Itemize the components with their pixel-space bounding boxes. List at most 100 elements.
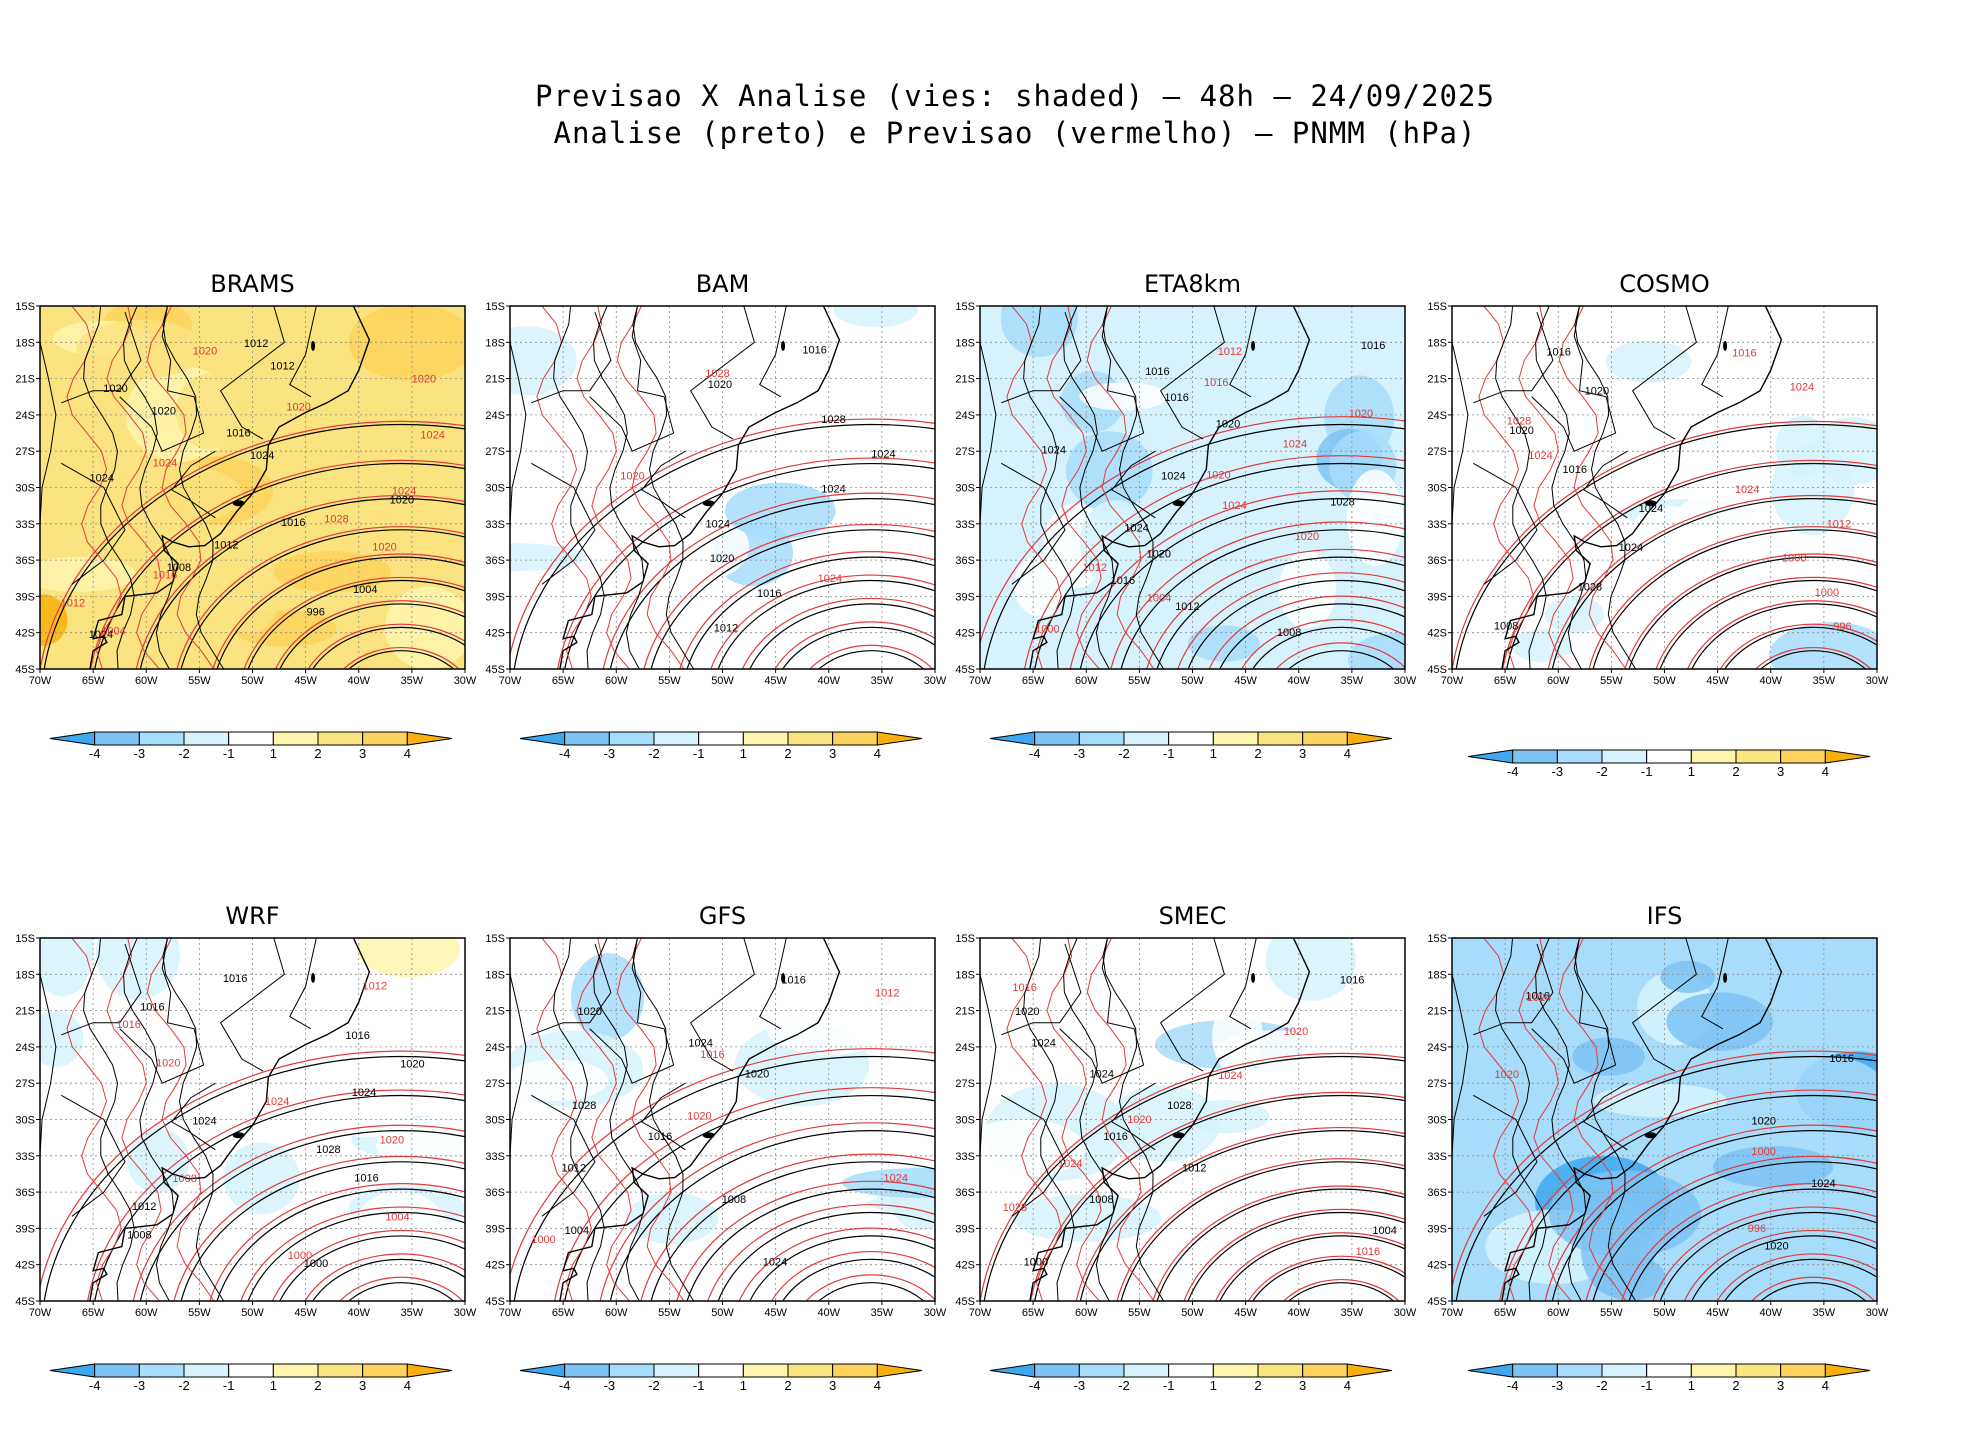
- lon-tick-label: 55W: [1128, 675, 1151, 687]
- bias-patch: [832, 306, 918, 328]
- political-border: [289, 306, 317, 398]
- contour-label-analysis: 1024: [1124, 523, 1148, 535]
- political-border: [1473, 311, 1554, 404]
- isobar-analysis: [94, 1094, 465, 1301]
- contour-label-forecast: 1024: [1222, 500, 1246, 512]
- colorbar-smec: -4 -3 -2 -1 1 2 3 4: [989, 1363, 1393, 1393]
- contour-label-analysis: 1016: [757, 588, 781, 600]
- isobar-forecast: [1282, 1279, 1400, 1301]
- colorbar-label: 3: [829, 746, 836, 761]
- political-border: [161, 306, 205, 434]
- political-border: [1573, 306, 1617, 434]
- colorbar-label: -2: [1596, 764, 1608, 779]
- lat-tick-label: 36S: [1427, 1187, 1447, 1199]
- contour-label-analysis: 1008: [127, 1229, 151, 1241]
- bias-patch: [362, 524, 465, 578]
- isobar-analysis: [1535, 938, 1587, 1301]
- isobar-analysis: [632, 306, 695, 669]
- panel-title-eta8km: ETA8km: [1144, 270, 1241, 298]
- lon-tick-label: 30W: [1394, 1307, 1417, 1319]
- isobar-analysis: [564, 1094, 935, 1301]
- colorbar-label: 4: [874, 746, 881, 761]
- political-border: [689, 306, 755, 440]
- colorbar-label: 3: [1777, 1378, 1784, 1393]
- lat-tick-label: 30S: [485, 1115, 505, 1127]
- colorbar-swatch: [1302, 1363, 1348, 1378]
- bias-patch: [1278, 551, 1337, 629]
- contour-label-analysis: 1020: [1764, 1241, 1788, 1253]
- panel-ifs: IFS1016101610201024102010241020100099615…: [1427, 902, 1889, 1393]
- colorbar-label: -2: [1118, 1378, 1130, 1393]
- lat-tick-label: 36S: [485, 555, 505, 567]
- andes-border: [980, 974, 997, 1156]
- coastline: [1501, 306, 1783, 669]
- colorbar-label: -4: [1029, 746, 1041, 761]
- isobar-forecast: [209, 1183, 465, 1301]
- contour-label-forecast: 1028: [324, 513, 348, 525]
- colorbar-swatch: [1824, 1363, 1871, 1378]
- colorbar-label: 2: [314, 1378, 321, 1393]
- contour-label-analysis: 1024: [352, 1087, 376, 1099]
- lake: [1172, 1132, 1185, 1139]
- isobar-forecast: [106, 306, 162, 669]
- lat-tick-label: 30S: [15, 483, 35, 495]
- isobar-analysis: [1187, 1211, 1405, 1301]
- colorbar-swatch: [94, 731, 140, 746]
- contour-label-analysis: 1016: [781, 975, 805, 987]
- colorbar-label: 2: [1254, 746, 1261, 761]
- contour-label-forecast: 1020: [1349, 408, 1373, 420]
- isobar-forecast: [271, 1229, 465, 1301]
- contour-label-analysis: 1004: [353, 584, 377, 596]
- lat-tick-label: 24S: [485, 410, 505, 422]
- isobar-forecast: [710, 574, 935, 669]
- colorbar-label: 1: [740, 746, 747, 761]
- contour-label-analysis: 1016: [1829, 1053, 1853, 1065]
- colorbar-label: 3: [1299, 746, 1306, 761]
- bias-patch: [1012, 1194, 1162, 1242]
- contour-label-analysis: 1016: [345, 1030, 369, 1042]
- isobar-analysis: [1760, 1282, 1867, 1301]
- andes-border: [980, 342, 997, 524]
- title-line-1: Previsao X Analise (vies: shaded) – 48h …: [535, 79, 1495, 113]
- lat-tick-label: 21S: [1427, 1006, 1447, 1018]
- isobar-forecast: [1214, 1232, 1405, 1301]
- isobar-analysis: [1659, 579, 1877, 669]
- contour-label-forecast: 1004: [1147, 593, 1171, 605]
- lon-tick-label: 70W: [1441, 1307, 1464, 1319]
- isobar-forecast: [1006, 306, 1062, 669]
- lon-tick-label: 40W: [1287, 1307, 1310, 1319]
- colorbar-label: -1: [1163, 746, 1175, 761]
- isobar-forecast: [576, 938, 632, 1301]
- colorbar-swatch: [1168, 1363, 1214, 1378]
- isobar-forecast: [1558, 938, 1627, 1301]
- isobar-forecast: [146, 938, 215, 1301]
- colorbar-label: 4: [1344, 1378, 1351, 1393]
- bias-patch: [1479, 403, 1543, 459]
- contour-label-analysis: 1020: [710, 553, 734, 565]
- contour-label-analysis: 1008: [167, 562, 191, 574]
- colorbar-swatch: [989, 1363, 1036, 1378]
- colorbar-label: 4: [404, 746, 411, 761]
- isobar-analysis: [1288, 650, 1395, 669]
- coastline: [1029, 306, 1311, 669]
- andes-border: [510, 974, 527, 1156]
- isobar-analysis: [1592, 529, 1877, 669]
- panel-bam: BAM1016102010281024102410241020101610121…: [485, 270, 947, 761]
- bias-patch: [76, 319, 206, 379]
- lat-tick-label: 24S: [485, 1042, 505, 1054]
- colorbar-label: -1: [1641, 1378, 1653, 1393]
- isobar-analysis: [513, 423, 935, 669]
- lon-tick-label: 40W: [1759, 1307, 1782, 1319]
- lon-tick-label: 45W: [1234, 1307, 1257, 1319]
- bias-patch: [594, 1108, 650, 1155]
- lat-tick-label: 45S: [485, 664, 505, 676]
- contour-label-forecast: 1024: [1790, 382, 1814, 394]
- isobar-forecast: [304, 1253, 465, 1301]
- bias-patch: [1538, 481, 1614, 519]
- lat-tick-label: 39S: [1427, 1223, 1447, 1235]
- colorbar-swatch: [1168, 731, 1214, 746]
- isobar-forecast: [640, 1153, 935, 1301]
- colorbar-label: -2: [1596, 1378, 1608, 1393]
- lat-tick-label: 39S: [15, 591, 35, 603]
- contour-label-analysis: 1020: [152, 405, 176, 417]
